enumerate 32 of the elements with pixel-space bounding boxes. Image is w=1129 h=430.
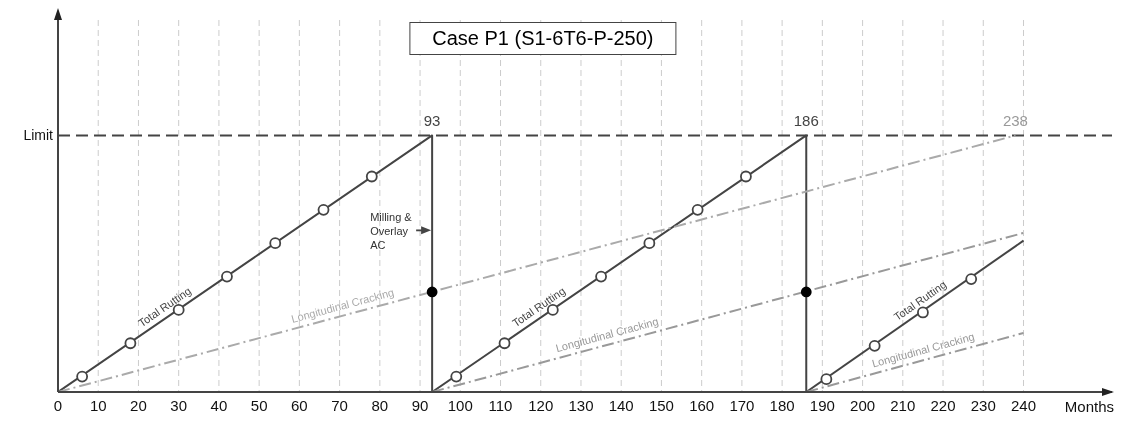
x-tick-label: 140	[608, 396, 634, 414]
x-tick-label: 110	[488, 396, 513, 414]
chart-title: Case P1 (S1-6T6-P-250)	[409, 22, 677, 55]
x-tick-label: 50	[250, 396, 268, 414]
x-tick-label: 30	[170, 396, 188, 414]
x-tick-label: 130	[568, 396, 594, 414]
x-tick-label: 180	[769, 396, 795, 414]
x-tick-label: 100	[447, 396, 473, 414]
annotation: 186	[793, 112, 819, 130]
annotation: Milling & Overlay AC	[370, 211, 413, 252]
x-axis-title: Months	[1064, 398, 1114, 415]
x-tick-label: 200	[850, 396, 876, 414]
x-tick-label: 120	[528, 396, 554, 414]
ref-line-label: Limit	[23, 127, 54, 144]
x-tick-label: 10	[89, 396, 107, 414]
x-tick-label: 150	[648, 396, 674, 414]
annotation: 93	[423, 112, 441, 130]
x-tick-label: 70	[331, 396, 348, 414]
x-tick-label: 90	[411, 396, 429, 414]
x-tick-label: 0	[53, 396, 63, 414]
x-tick-label: 210	[890, 396, 916, 414]
x-tick-label: 60	[291, 396, 308, 414]
x-tick-label: 240	[1010, 396, 1037, 414]
x-tick-label: 80	[371, 396, 389, 414]
annotation: 238	[1002, 112, 1028, 130]
x-tick-label: 170	[729, 396, 755, 414]
x-tick-label: 20	[130, 396, 147, 414]
x-tick-label: 230	[970, 396, 996, 414]
x-tick-label: 40	[210, 396, 228, 414]
x-tick-label: 220	[930, 396, 956, 414]
x-tick-label: 190	[809, 396, 835, 414]
x-tick-label: 160	[689, 396, 715, 414]
